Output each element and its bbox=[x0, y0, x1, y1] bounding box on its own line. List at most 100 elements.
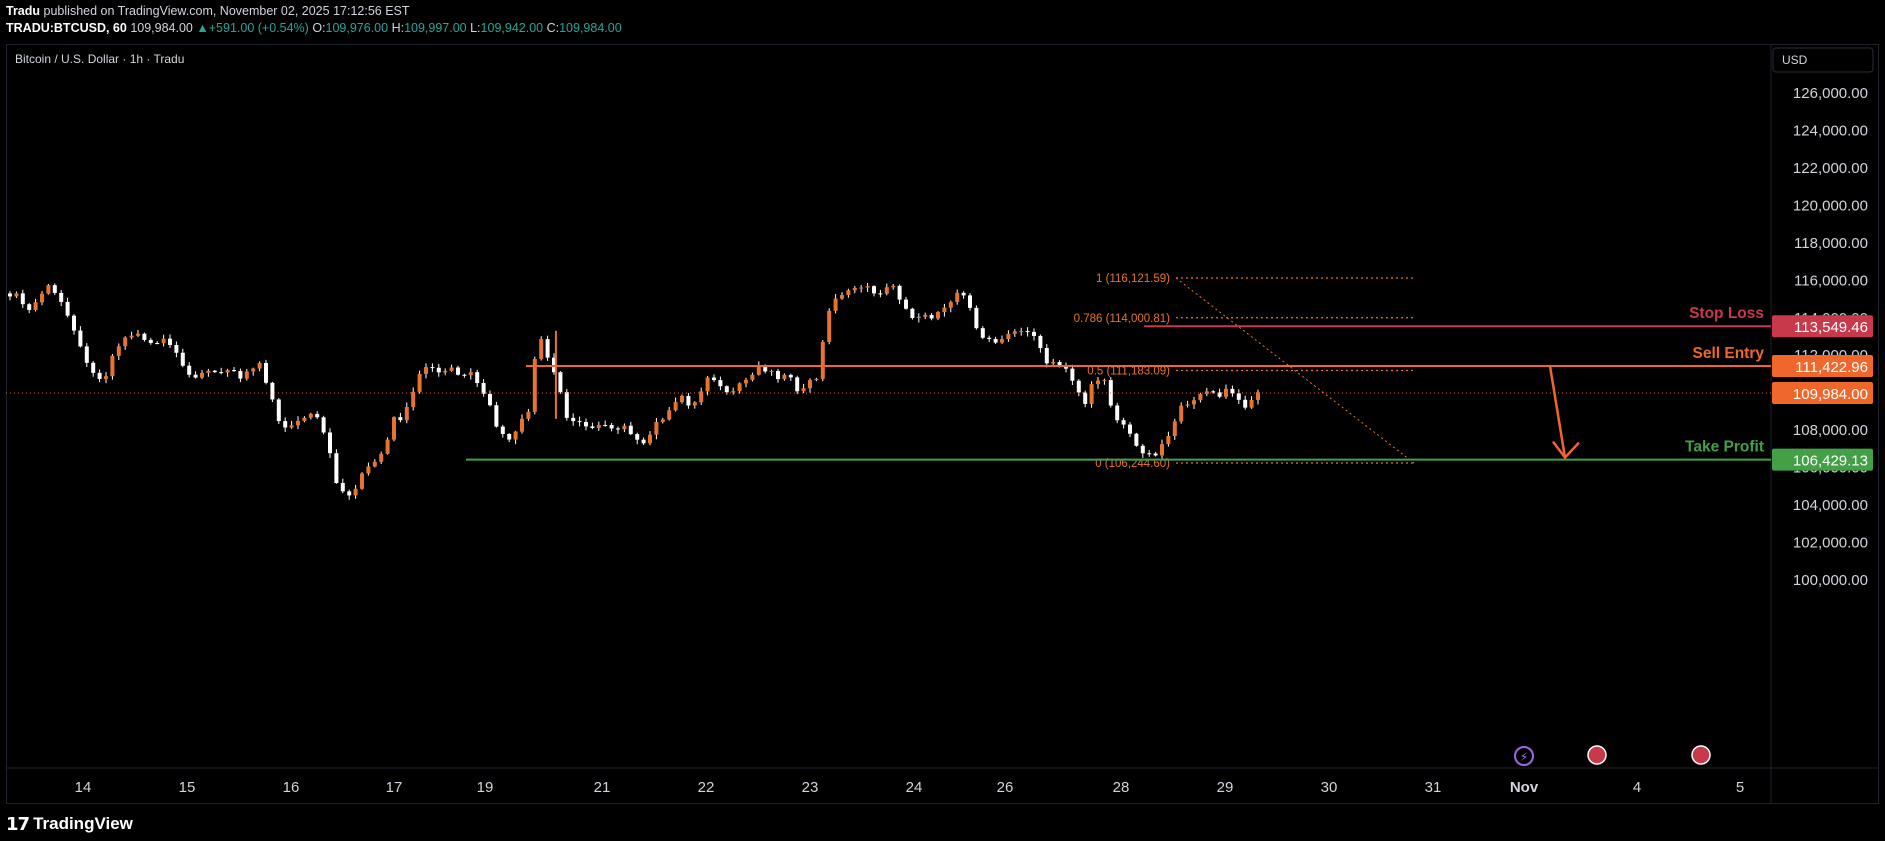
candle bbox=[865, 282, 870, 292]
candle bbox=[500, 424, 505, 438]
tradingview-logo[interactable]: 𝟭𝟳 TradingView bbox=[6, 812, 133, 836]
candle bbox=[289, 420, 294, 429]
trade-levels[interactable] bbox=[6, 325, 1771, 461]
candle bbox=[545, 335, 550, 361]
candle bbox=[872, 285, 876, 297]
candle bbox=[78, 326, 83, 348]
currency-selector[interactable] bbox=[1772, 47, 1874, 73]
candle bbox=[699, 387, 704, 406]
candle bbox=[443, 368, 448, 376]
candle bbox=[334, 449, 339, 484]
fib-trend-line[interactable] bbox=[1175, 277, 1415, 464]
candle bbox=[756, 361, 761, 376]
last-price: 109,984.00 bbox=[130, 21, 193, 35]
candle bbox=[321, 415, 326, 435]
candle bbox=[33, 298, 38, 312]
candle bbox=[430, 363, 435, 372]
y-axis[interactable]: 126,000.00 124,000.00 122,000.00 120,000.00… bbox=[1793, 85, 1868, 589]
candle bbox=[1166, 431, 1171, 447]
candle bbox=[302, 416, 307, 423]
y-tick-label: 102,000.00 bbox=[1793, 535, 1868, 552]
candle bbox=[1096, 376, 1100, 389]
y-tick-label: 122,000.00 bbox=[1793, 160, 1868, 177]
candle bbox=[801, 383, 806, 394]
candle bbox=[692, 401, 697, 409]
candle bbox=[1025, 327, 1030, 337]
candle bbox=[257, 361, 262, 372]
candle bbox=[1006, 330, 1011, 342]
candle bbox=[993, 336, 998, 344]
candle bbox=[590, 422, 595, 430]
fibonacci-retracement[interactable]: 1 (116,121.59) 0.786 (114,000.81) 0.5 (111… bbox=[1074, 273, 1415, 470]
candle bbox=[462, 373, 467, 378]
candle bbox=[878, 289, 883, 298]
svg-text:109,984.00: 109,984.00 bbox=[1793, 386, 1868, 403]
candle bbox=[264, 359, 268, 385]
candle bbox=[603, 420, 608, 427]
chart-title: Bitcoin / U.S. Dollar · 1h · Tradu bbox=[15, 52, 184, 66]
level-labels: Stop Loss Sell Entry Take Profit bbox=[1685, 305, 1764, 455]
candle bbox=[59, 290, 64, 307]
candle bbox=[360, 472, 364, 490]
candle bbox=[750, 372, 755, 382]
x-tick-label: 30 bbox=[1321, 779, 1338, 796]
event-markers[interactable]: ⚡ bbox=[1514, 745, 1711, 766]
candle bbox=[424, 363, 428, 379]
candle bbox=[955, 289, 960, 305]
candle bbox=[622, 423, 627, 433]
x-tick-label: 23 bbox=[802, 779, 819, 796]
symbol-label[interactable]: TRADU:BTCUSD, 60 bbox=[6, 21, 127, 35]
candle bbox=[1185, 400, 1190, 408]
candle bbox=[481, 379, 486, 397]
candle bbox=[1121, 417, 1126, 429]
candle bbox=[884, 283, 889, 296]
candle bbox=[270, 381, 275, 402]
x-tick-label: 29 bbox=[1217, 779, 1234, 796]
us-flag-event-icon[interactable] bbox=[1691, 745, 1711, 765]
candle bbox=[616, 426, 620, 434]
candle bbox=[449, 364, 454, 372]
projection-arrow[interactable] bbox=[1548, 365, 1567, 458]
lightning-event-icon[interactable] bbox=[1514, 746, 1534, 766]
open-value: 109,976.00 bbox=[325, 21, 389, 35]
candle bbox=[654, 417, 659, 440]
candle bbox=[974, 305, 979, 330]
candle bbox=[379, 451, 384, 464]
chart-frame[interactable] bbox=[6, 44, 1879, 804]
candle bbox=[372, 459, 377, 468]
candle bbox=[251, 367, 256, 376]
candle bbox=[673, 397, 678, 412]
publisher-name[interactable]: Tradu bbox=[6, 4, 41, 18]
x-axis[interactable]: 14 15 16 17 19 21 22 23 24 26 28 29 30 31 Nov 4 5 bbox=[75, 779, 1745, 796]
candle bbox=[820, 339, 825, 382]
y-tick-label: 124,000.00 bbox=[1793, 122, 1868, 139]
candle bbox=[712, 374, 716, 383]
currency-label[interactable]: USD bbox=[1782, 53, 1808, 67]
candle bbox=[110, 353, 115, 380]
candle bbox=[1140, 443, 1145, 458]
x-tick-label: 21 bbox=[594, 779, 611, 796]
candle bbox=[14, 291, 19, 299]
candle bbox=[961, 291, 966, 299]
y-tick-label: 108,000.00 bbox=[1793, 422, 1868, 439]
candle bbox=[366, 462, 371, 476]
candle bbox=[1051, 358, 1056, 365]
candle bbox=[968, 293, 972, 311]
candle bbox=[238, 368, 243, 383]
candle bbox=[846, 288, 851, 298]
candle bbox=[1012, 329, 1017, 337]
us-flag-event-icon[interactable] bbox=[1587, 745, 1607, 765]
candle bbox=[200, 369, 204, 379]
candle bbox=[641, 437, 646, 446]
candle bbox=[571, 413, 576, 426]
candle bbox=[776, 368, 780, 383]
candle bbox=[782, 373, 787, 381]
candle bbox=[1172, 418, 1177, 440]
plot-area[interactable]: 1 (116,121.59) 0.786 (114,000.81) 0.5 (111… bbox=[6, 273, 1771, 500]
candle bbox=[526, 409, 531, 421]
x-tick-label: 17 bbox=[386, 779, 403, 796]
candle bbox=[116, 343, 121, 361]
candle bbox=[833, 294, 838, 314]
high-label: H: bbox=[391, 21, 405, 35]
